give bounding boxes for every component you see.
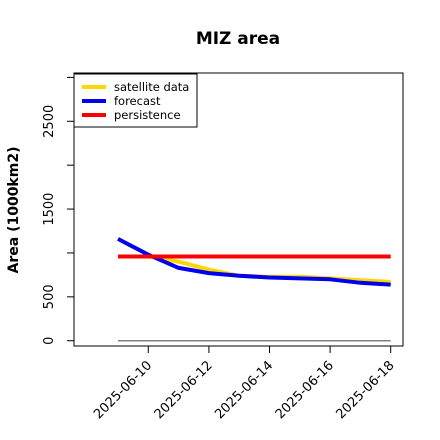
chart-title: MIZ area — [196, 29, 280, 49]
series-line-forecast — [117, 237, 391, 287]
x-tick-label: 2025-06-12 — [152, 358, 216, 422]
x-tick-label: 2025-06-18 — [333, 358, 397, 422]
legend-label: forecast — [114, 94, 161, 108]
x-tick-label: 2025-06-10 — [91, 358, 155, 422]
y-tick-label: 500 — [42, 284, 57, 309]
y-axis-label: Area (1000km2) — [6, 147, 22, 274]
y-tick-label: 2500 — [42, 105, 57, 138]
y-tick-label: 1500 — [42, 193, 57, 226]
x-tick-label: 2025-06-16 — [273, 358, 337, 422]
legend-label: satellite data — [114, 80, 189, 94]
y-tick-label: 0 — [42, 337, 57, 345]
x-tick-label: 2025-06-14 — [212, 358, 276, 422]
plot-area — [117, 237, 391, 342]
legend-label: persistence — [114, 108, 181, 122]
